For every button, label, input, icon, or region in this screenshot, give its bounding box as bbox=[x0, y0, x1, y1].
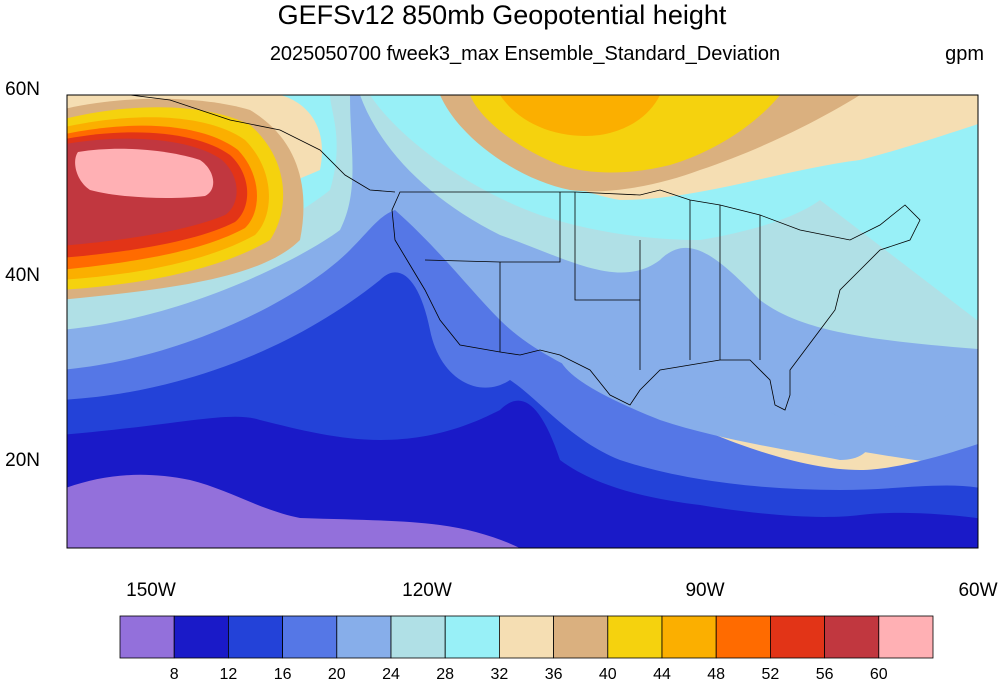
colorbar-swatch bbox=[607, 615, 663, 659]
lon-label-90w: 90W bbox=[685, 580, 725, 601]
colorbar-label: 52 bbox=[761, 666, 780, 683]
colorbar-label: 60 bbox=[869, 666, 888, 683]
units-label: gpm bbox=[945, 43, 984, 65]
colorbar-label: 48 bbox=[707, 666, 726, 683]
lat-label-60n: 60N bbox=[5, 79, 40, 100]
map-subtitle: 2025050700 fweek3_max Ensemble_Standard_… bbox=[269, 43, 781, 65]
lon-label-60w: 60W bbox=[958, 580, 998, 601]
lon-label-120w: 120W bbox=[402, 580, 452, 601]
shaded-field bbox=[67, 95, 978, 548]
colorbar-swatch bbox=[553, 615, 609, 659]
colorbar-swatch bbox=[770, 615, 826, 659]
colorbar-swatch bbox=[227, 615, 283, 659]
map-title: GEFSv12 850mb Geopotential height bbox=[277, 0, 727, 30]
colorbar-label: 32 bbox=[490, 666, 509, 683]
colorbar-swatch bbox=[878, 615, 934, 659]
colorbar-swatch bbox=[715, 615, 771, 659]
colorbar-label: 12 bbox=[219, 666, 238, 683]
colorbar-swatch bbox=[173, 615, 229, 659]
colorbar-swatch bbox=[661, 615, 717, 659]
colorbar-label: 8 bbox=[169, 666, 179, 683]
coastlines bbox=[80, 95, 921, 411]
lat-label-40n: 40N bbox=[5, 265, 40, 286]
colorbar-label: 16 bbox=[273, 666, 292, 683]
colorbar-swatch bbox=[336, 615, 392, 659]
colorbar-swatch bbox=[444, 615, 500, 659]
lat-label-20n: 20N bbox=[5, 450, 40, 471]
colorbar-label: 44 bbox=[653, 666, 671, 683]
colorbar-label: 28 bbox=[436, 666, 455, 683]
lon-label-150w: 150W bbox=[126, 580, 176, 601]
colorbar-label: 40 bbox=[598, 666, 617, 683]
colorbar-label: 20 bbox=[327, 666, 346, 683]
colorbar-label: 56 bbox=[815, 666, 834, 683]
colorbar-swatch bbox=[824, 615, 880, 659]
colorbar-swatch bbox=[498, 615, 554, 659]
colorbar-label: 36 bbox=[544, 666, 563, 683]
colorbar-swatch bbox=[119, 615, 175, 659]
colorbar-label: 24 bbox=[382, 666, 400, 683]
colorbar-swatch bbox=[390, 615, 446, 659]
colorbar-swatch bbox=[282, 615, 338, 659]
